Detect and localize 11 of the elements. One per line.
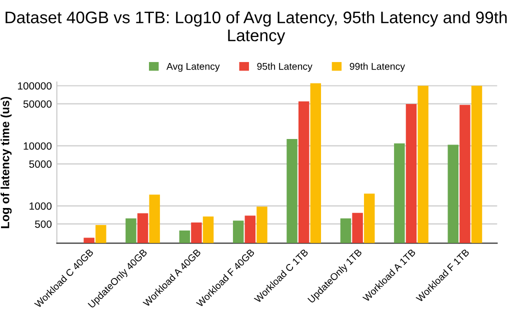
legend-label: 95th Latency — [257, 62, 312, 72]
y-tick-label: 5000 — [29, 160, 52, 168]
legend-label: Avg Latency — [166, 63, 220, 72]
chart-title: Dataset 40GB vs 1TB: Log10 of Avg Latency, 95th Latency and 99th Latency — [6, 11, 507, 45]
y-tick-label: 10000 — [24, 142, 52, 150]
y-axis-title: Log of latency time (us) — [0, 96, 12, 228]
legend-label: 99th Latency — [350, 62, 406, 72]
y-tick-label: 100000 — [18, 82, 52, 90]
y-tick-label: 500 — [35, 220, 52, 228]
y-tick-label: 50000 — [23, 100, 52, 108]
y-tick-label: 1000 — [30, 202, 52, 210]
